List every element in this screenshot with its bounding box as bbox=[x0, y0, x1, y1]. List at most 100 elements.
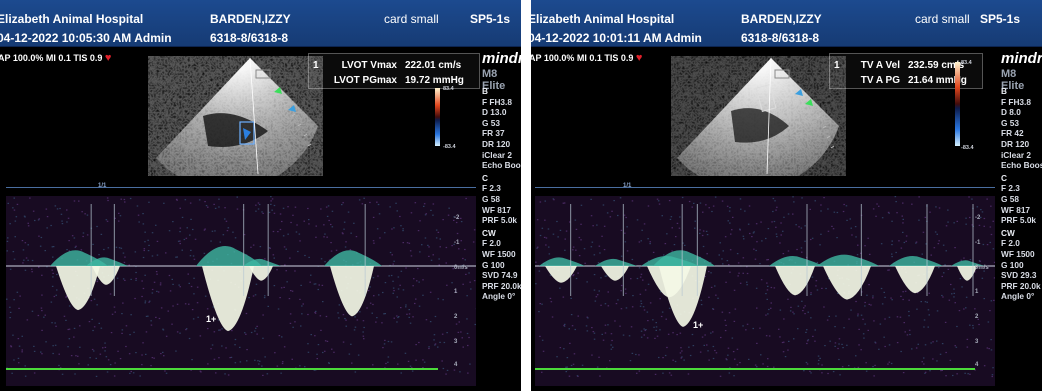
spectrum-noise bbox=[779, 242, 781, 244]
spectrum-noise bbox=[819, 357, 821, 359]
spectrum-noise bbox=[710, 272, 712, 274]
spectrum-noise bbox=[722, 263, 724, 265]
spectrum-noise bbox=[79, 325, 81, 327]
spectrum-noise bbox=[322, 301, 324, 303]
spectrum-noise bbox=[565, 371, 567, 373]
spectrum-noise bbox=[564, 323, 566, 325]
spectrum-noise bbox=[384, 282, 387, 284]
spectrum-noise bbox=[104, 350, 106, 352]
spectrum-noise bbox=[979, 260, 981, 262]
spectrum-noise bbox=[552, 198, 555, 200]
spectrum-noise bbox=[728, 210, 731, 212]
spectral-halo bbox=[595, 258, 637, 266]
spectrum-noise bbox=[196, 286, 199, 288]
spectrum-noise bbox=[817, 363, 820, 365]
spectrum-noise bbox=[442, 367, 445, 370]
spectrum-noise bbox=[218, 329, 220, 331]
spectrum-noise bbox=[307, 343, 309, 345]
velocity-tick-label: 0m/s bbox=[454, 265, 468, 271]
spectrum-noise bbox=[402, 228, 404, 230]
spectrum-noise bbox=[737, 262, 740, 264]
spectrum-noise bbox=[290, 290, 292, 292]
spectrum-noise bbox=[54, 344, 57, 346]
spectrum-noise bbox=[207, 206, 209, 208]
spectrum-noise bbox=[953, 288, 955, 290]
spectrum-noise bbox=[636, 372, 638, 374]
spectrum-noise bbox=[327, 205, 330, 207]
spectrum-noise bbox=[264, 356, 266, 358]
spectrum-noise bbox=[410, 212, 413, 214]
spectrum-noise bbox=[21, 335, 23, 337]
spectrum-noise bbox=[643, 223, 646, 225]
spectrum-noise bbox=[248, 297, 250, 299]
spectrum-noise bbox=[805, 331, 807, 333]
spectrum-noise bbox=[620, 308, 623, 310]
spectrum-noise bbox=[562, 202, 565, 204]
spectrum-noise bbox=[890, 362, 893, 365]
spectrum-noise bbox=[234, 338, 237, 341]
spectrum-noise bbox=[547, 228, 550, 230]
spectrum-noise bbox=[827, 372, 829, 375]
spectrum-noise bbox=[266, 373, 269, 375]
spectrum-noise bbox=[384, 313, 386, 315]
spectrum-noise bbox=[458, 248, 460, 250]
spectrum-noise bbox=[851, 234, 853, 236]
spectrum-noise bbox=[672, 359, 674, 361]
spectrum-noise bbox=[434, 315, 437, 318]
spectrum-noise bbox=[442, 219, 444, 221]
parameter-line: C bbox=[1001, 172, 1007, 183]
spectrum-noise bbox=[748, 205, 751, 207]
spectrum-noise bbox=[189, 202, 192, 204]
spectrum-noise bbox=[204, 295, 207, 297]
spectrum-noise bbox=[766, 259, 768, 261]
spectrum-noise bbox=[865, 370, 868, 372]
spectrum-noise bbox=[640, 303, 643, 305]
caliper-cursor[interactable]: 1+ bbox=[693, 320, 704, 330]
spectrum-noise bbox=[778, 328, 780, 330]
spectrum-noise bbox=[214, 207, 217, 209]
spectrum-noise bbox=[687, 373, 690, 375]
caliper-cursor[interactable]: 1+ bbox=[206, 314, 217, 324]
spectrum-noise bbox=[767, 313, 769, 315]
spectrum-noise bbox=[770, 286, 773, 289]
spectrum-noise bbox=[121, 332, 123, 334]
spectrum-noise bbox=[783, 341, 785, 343]
spectrum-noise bbox=[751, 236, 753, 238]
spectrum-noise bbox=[212, 306, 215, 308]
spectrum-noise bbox=[705, 204, 707, 206]
spectrum-noise bbox=[620, 229, 623, 231]
spectrum-noise bbox=[569, 342, 571, 344]
parameter-line: DR 120 bbox=[482, 138, 511, 149]
spectrum-noise bbox=[348, 353, 351, 355]
spectrum-noise bbox=[316, 358, 318, 360]
spectrum-noise bbox=[193, 258, 196, 260]
spectrum-noise bbox=[179, 332, 181, 334]
spectrum-noise bbox=[812, 335, 814, 337]
spectrum-noise bbox=[445, 262, 447, 264]
spectrum-noise bbox=[795, 224, 797, 226]
spectrum-noise bbox=[117, 350, 119, 352]
spectrum-noise bbox=[349, 249, 352, 251]
spectrum-noise bbox=[324, 350, 326, 352]
parameter-line: iClear 2 bbox=[1001, 149, 1031, 160]
spectrum-noise bbox=[54, 322, 56, 324]
spectrum-noise bbox=[811, 237, 814, 239]
parameter-line: WF 817 bbox=[1001, 204, 1031, 215]
spectrum-noise bbox=[125, 345, 127, 348]
spectrum-noise bbox=[124, 256, 126, 258]
spectrum-noise bbox=[953, 296, 955, 298]
spectrum-noise bbox=[33, 345, 35, 347]
spectrum-noise bbox=[733, 289, 736, 291]
spectrum-noise bbox=[729, 367, 731, 369]
spectrum-noise bbox=[974, 271, 976, 273]
spectrum-noise bbox=[50, 301, 53, 303]
spectrum-noise bbox=[350, 343, 352, 345]
parameter-line: F 2.3 bbox=[1001, 183, 1020, 194]
spectrum-noise bbox=[358, 199, 361, 201]
spectrum-noise bbox=[315, 225, 317, 227]
spectrum-noise bbox=[236, 208, 239, 210]
spectrum-noise bbox=[664, 243, 667, 245]
spectrum-noise bbox=[674, 360, 677, 363]
spectrum-noise bbox=[254, 330, 256, 332]
spectrum-noise bbox=[425, 319, 428, 321]
